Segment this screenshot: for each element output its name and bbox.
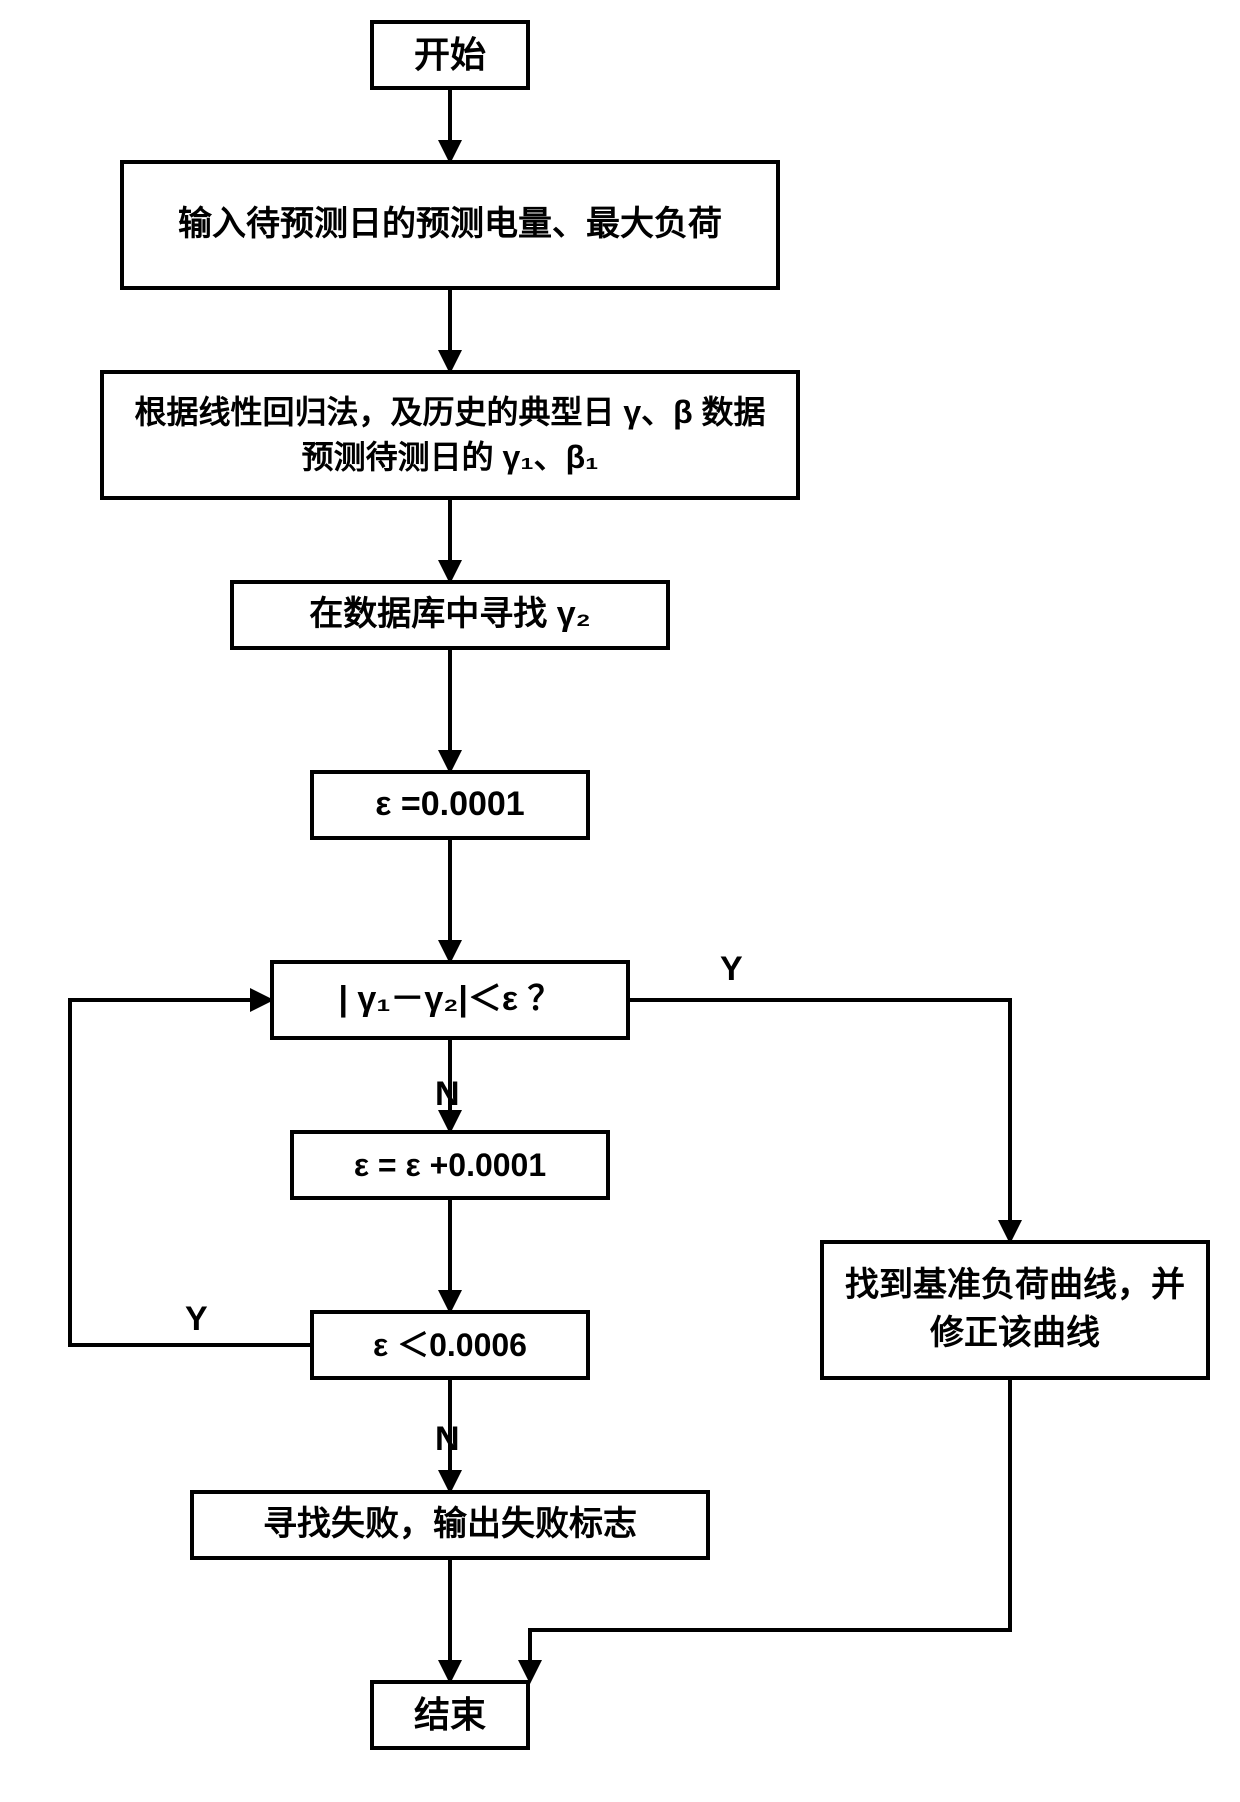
flowchart-node-eps0: ε =0.0001 <box>310 770 590 840</box>
node-text: | γ₁－γ₂|＜ε ？ <box>338 976 561 1024</box>
node-text: 开始 <box>414 30 486 80</box>
flowchart-node-decide: | γ₁－γ₂|＜ε ？ <box>270 960 630 1040</box>
flowchart-node-linreg: 根据线性回归法，及历史的典型日 γ、β 数据预测待测日的 γ₁、β₁ <box>100 370 800 500</box>
flowchart-node-findg2: 在数据库中寻找 γ₂ <box>230 580 670 650</box>
node-text: ε ＜0.0006 <box>373 1323 527 1368</box>
flowchart-node-epsinc: ε = ε +0.0001 <box>290 1130 610 1200</box>
node-text: ε =0.0001 <box>375 781 524 829</box>
edge-9 <box>630 1000 1010 1240</box>
node-text: 寻找失败，输出失败标志 <box>263 1501 637 1549</box>
node-text: 找到基准负荷曲线，并修正该曲线 <box>840 1262 1190 1357</box>
edge-label-3: N <box>435 1420 460 1459</box>
flowchart-node-end: 结束 <box>370 1680 530 1750</box>
flowchart-node-start: 开始 <box>370 20 530 90</box>
edge-label-2: Y <box>185 1300 208 1339</box>
flowchart-node-found: 找到基准负荷曲线，并修正该曲线 <box>820 1240 1210 1380</box>
edge-label-0: Y <box>720 950 743 989</box>
flowchart-node-epscmp: ε ＜0.0006 <box>310 1310 590 1380</box>
edge-11 <box>70 1000 310 1345</box>
flowchart-node-input: 输入待预测日的预测电量、最大负荷 <box>120 160 780 290</box>
node-text: 根据线性回归法，及历史的典型日 γ、β 数据预测待测日的 γ₁、β₁ <box>120 390 780 480</box>
flowchart-node-fail: 寻找失败，输出失败标志 <box>190 1490 710 1560</box>
node-text: 结束 <box>414 1690 486 1740</box>
node-text: ε = ε +0.0001 <box>354 1143 546 1188</box>
flowchart-canvas: 开始输入待预测日的预测电量、最大负荷根据线性回归法，及历史的典型日 γ、β 数据… <box>0 0 1240 1802</box>
node-text: 在数据库中寻找 γ₂ <box>309 591 590 639</box>
edge-label-1: N <box>435 1075 460 1114</box>
node-text: 输入待预测日的预测电量、最大负荷 <box>178 201 722 249</box>
